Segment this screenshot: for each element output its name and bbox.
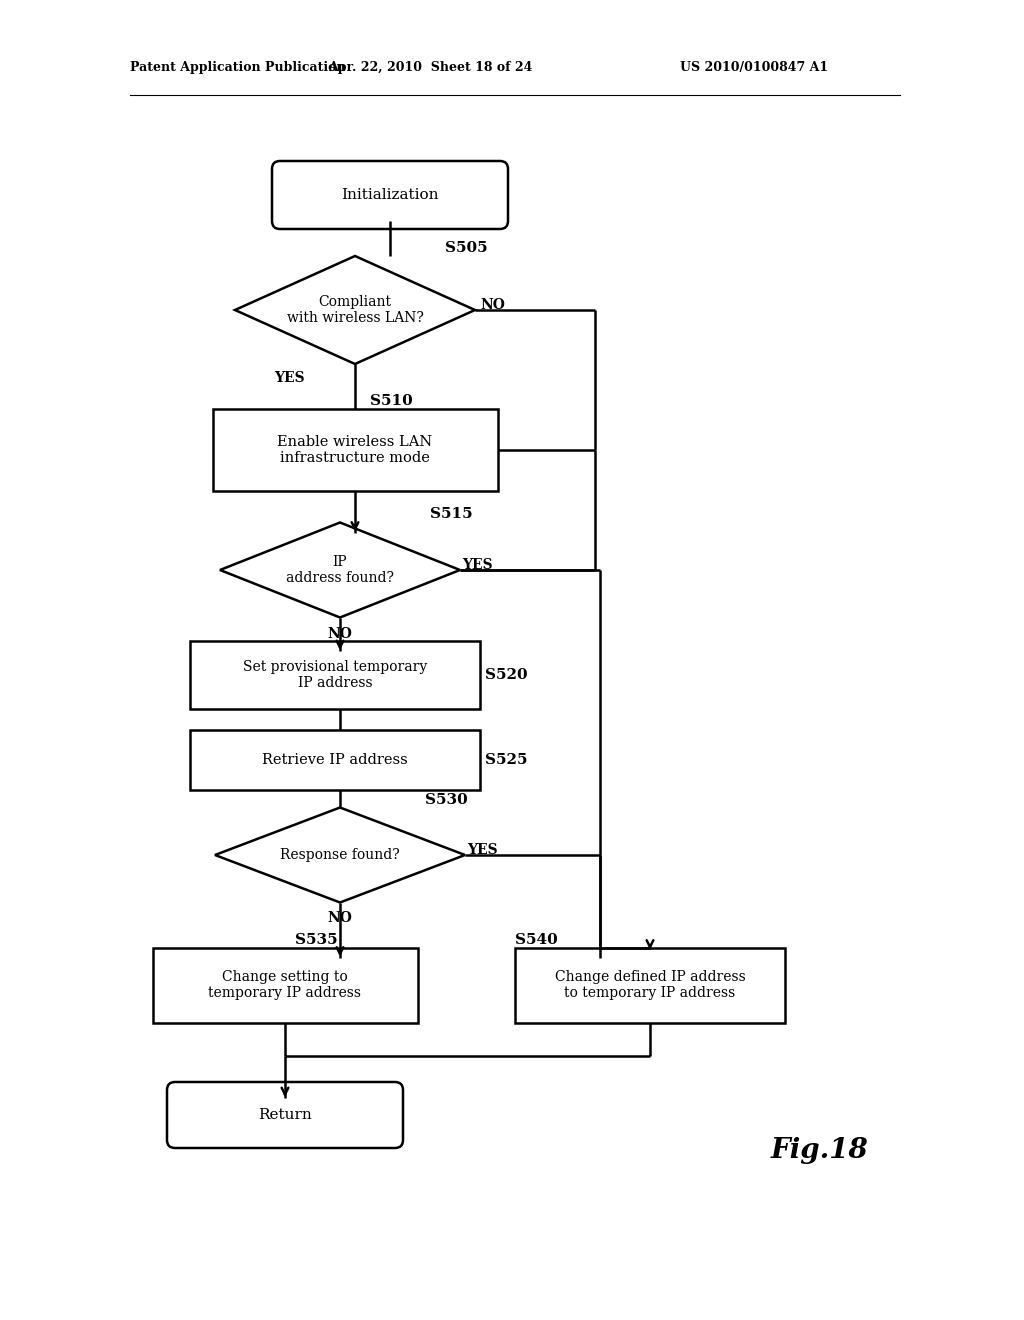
Text: S525: S525 bbox=[485, 752, 527, 767]
Polygon shape bbox=[234, 256, 475, 364]
Bar bbox=[515, 948, 785, 1023]
Text: S540: S540 bbox=[515, 932, 558, 946]
Bar bbox=[190, 642, 480, 709]
Text: Compliant
with wireless LAN?: Compliant with wireless LAN? bbox=[287, 294, 424, 325]
Text: Retrieve IP address: Retrieve IP address bbox=[262, 752, 408, 767]
Text: Change defined IP address
to temporary IP address: Change defined IP address to temporary I… bbox=[555, 970, 745, 1001]
Text: S535: S535 bbox=[295, 932, 338, 946]
Text: S505: S505 bbox=[445, 242, 487, 255]
Text: S530: S530 bbox=[425, 792, 468, 807]
FancyBboxPatch shape bbox=[167, 1082, 403, 1148]
Text: Response found?: Response found? bbox=[281, 847, 400, 862]
Text: US 2010/0100847 A1: US 2010/0100847 A1 bbox=[680, 62, 828, 74]
FancyBboxPatch shape bbox=[272, 161, 508, 228]
Text: Fig.18: Fig.18 bbox=[771, 1137, 869, 1163]
Bar bbox=[213, 409, 498, 491]
Text: Set provisional temporary
IP address: Set provisional temporary IP address bbox=[243, 660, 427, 690]
Text: S510: S510 bbox=[370, 393, 413, 408]
Text: NO: NO bbox=[480, 298, 505, 312]
Text: IP
address found?: IP address found? bbox=[286, 554, 394, 585]
Text: NO: NO bbox=[328, 627, 352, 640]
Text: Change setting to
temporary IP address: Change setting to temporary IP address bbox=[209, 970, 361, 1001]
Text: Patent Application Publication: Patent Application Publication bbox=[130, 62, 345, 74]
Text: Enable wireless LAN
infrastructure mode: Enable wireless LAN infrastructure mode bbox=[278, 434, 432, 465]
Text: YES: YES bbox=[462, 558, 493, 572]
Text: S515: S515 bbox=[430, 507, 473, 521]
Bar bbox=[153, 948, 418, 1023]
Text: Apr. 22, 2010  Sheet 18 of 24: Apr. 22, 2010 Sheet 18 of 24 bbox=[328, 62, 532, 74]
Text: Return: Return bbox=[258, 1107, 312, 1122]
Text: YES: YES bbox=[467, 843, 498, 857]
Polygon shape bbox=[215, 808, 465, 903]
Text: YES: YES bbox=[274, 371, 305, 385]
Text: NO: NO bbox=[328, 912, 352, 925]
Polygon shape bbox=[220, 523, 460, 618]
Text: S520: S520 bbox=[485, 668, 527, 682]
Bar bbox=[190, 730, 480, 789]
Text: Initialization: Initialization bbox=[341, 187, 438, 202]
